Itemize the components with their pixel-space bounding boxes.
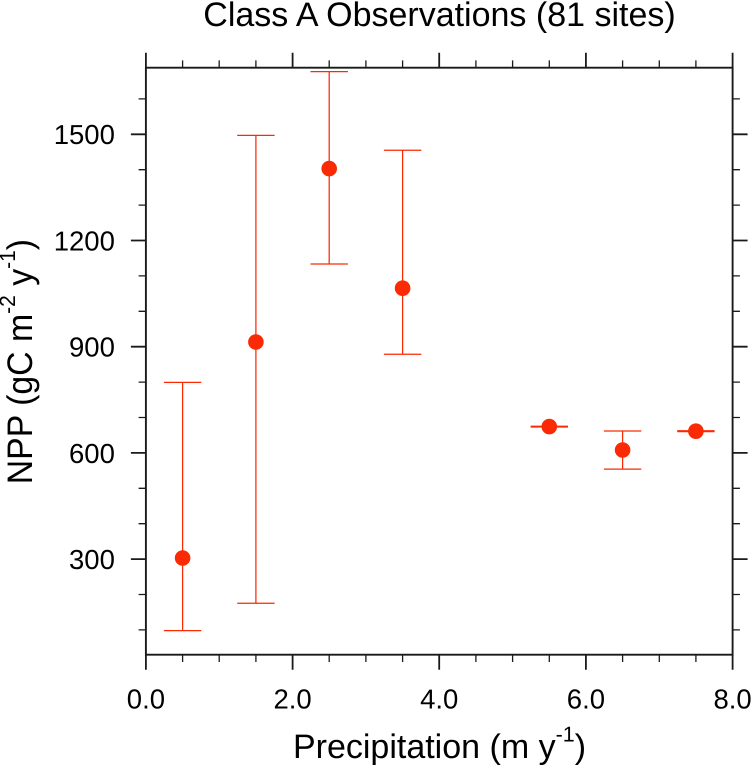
svg-text:900: 900 [69,332,115,363]
svg-text:Precipitation (m y-1): Precipitation (m y-1) [293,722,586,765]
svg-text:0.0: 0.0 [127,684,165,715]
svg-text:1200: 1200 [54,225,115,256]
svg-text:4.0: 4.0 [420,684,458,715]
svg-text:300: 300 [69,544,115,575]
svg-text:NPP (gC m-2 y-1): NPP (gC m-2 y-1) [0,239,40,484]
svg-text:1500: 1500 [54,119,115,150]
svg-text:Class A Observations (81 sites: Class A Observations (81 sites) [203,0,675,34]
svg-text:600: 600 [69,438,115,469]
svg-text:2.0: 2.0 [273,684,311,715]
svg-text:6.0: 6.0 [567,684,605,715]
svg-text:8.0: 8.0 [713,684,751,715]
